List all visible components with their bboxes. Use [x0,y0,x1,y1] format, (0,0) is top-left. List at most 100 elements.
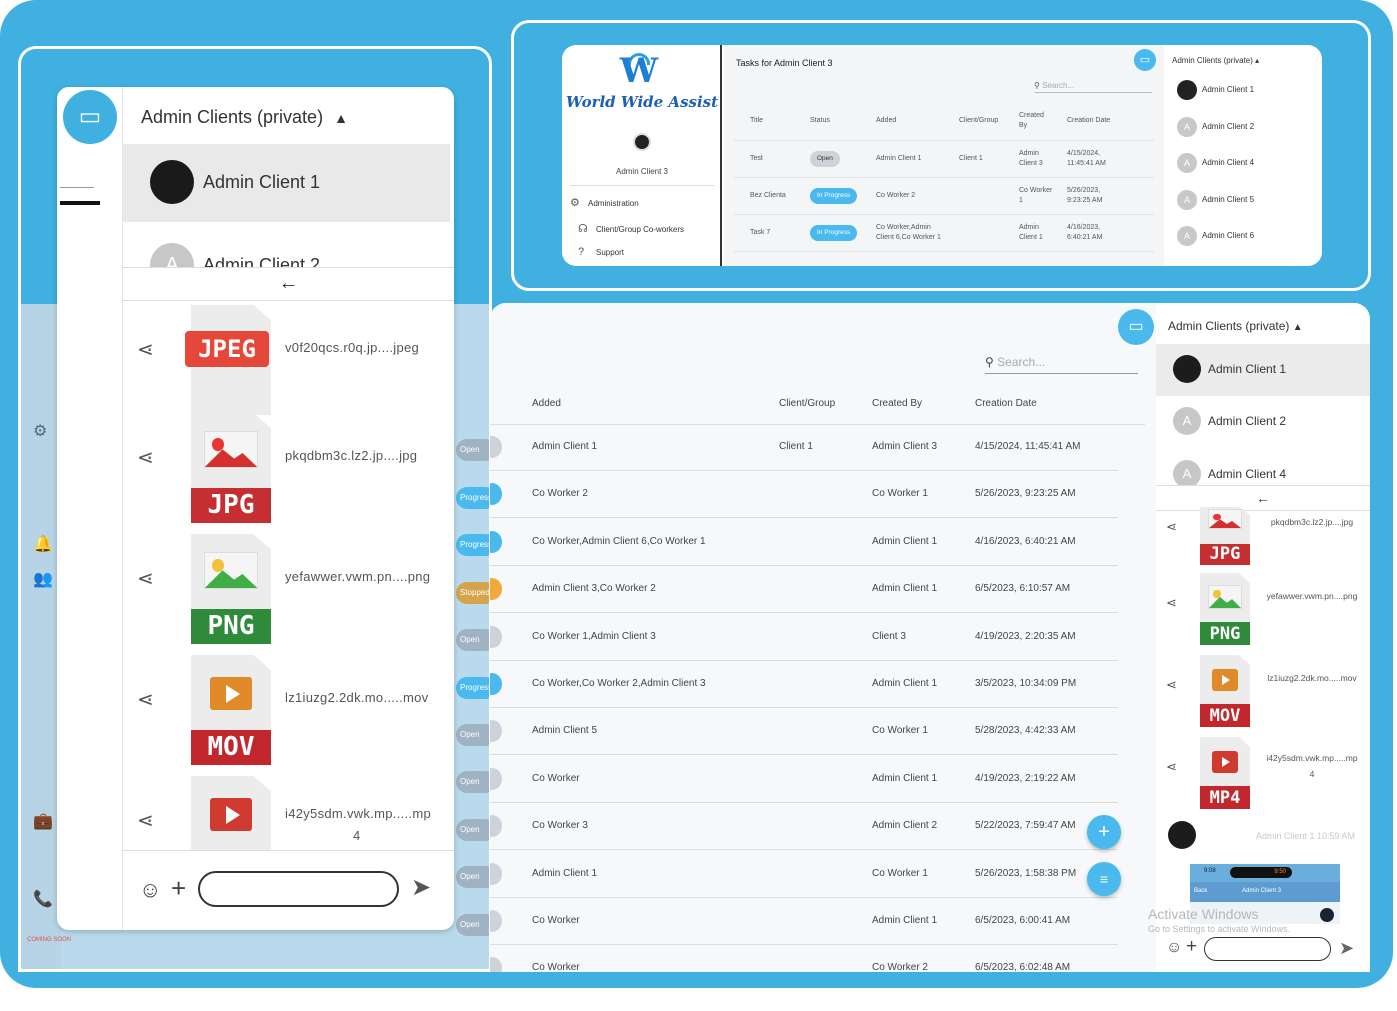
nav-item-administration[interactable]: ⚙ Administration [570,196,639,209]
table-row[interactable]: Co Worker Admin Client 1 4/19/2023, 2:19:2… [490,756,1118,803]
client-item[interactable]: Admin Client 1 [1177,80,1254,100]
message-image[interactable]: 9:08 9:50 Back Admin Client 3 [1190,864,1340,924]
emoji-icon[interactable]: ☺ [1166,939,1183,956]
column-header[interactable]: Status [810,116,830,124]
table-header: Title Status Added Client/Group Created … [734,101,1154,141]
clients-dropdown[interactable]: Admin Clients (private) ▴ [1172,56,1259,65]
message-input[interactable] [198,871,399,907]
back-button[interactable]: ← [123,267,454,301]
cell-added: Admin Client 1 [532,867,598,879]
column-header[interactable]: Created By [1019,111,1044,129]
client-item[interactable]: A Admin Client 4 [1177,153,1254,173]
cell-date: 3/5/2023, 10:34:09 PM [975,678,1077,689]
status-badge [490,862,502,885]
file-item[interactable]: ⋖ JPEG v0f20qcs.r0q.jp....jpeg [123,301,454,422]
share-icon[interactable]: ⋖ [137,568,154,590]
clients-panel: Admin Clients (private) ▲ Admin Client 1… [1148,303,1370,972]
cell-added: Co Worker [532,962,580,972]
chat-button[interactable]: ▭ [1134,49,1156,71]
emoji-icon[interactable]: ☺ [139,877,162,902]
status-badge: Open [810,151,840,167]
table-row[interactable]: Co Worker,Co Worker 2,Admin Client 3 Admi… [490,661,1118,708]
filter-button[interactable]: ≡ [1087,862,1121,896]
thumb-time: 9:08 [1204,868,1216,874]
add-task-button[interactable]: + [1087,815,1121,849]
client-item[interactable]: A Admin Client 2 [1156,396,1370,448]
cell-created-by: Admin Client 1 [872,772,938,784]
coming-soon-label: COMING SOON [27,937,72,943]
table-row[interactable]: Task 7 In Progress Co Worker,Admin Clien… [734,215,1154,252]
column-header[interactable]: Creation Date [1067,116,1111,124]
client-item[interactable]: A Admin Client 4 [1156,449,1370,485]
file-name: i42y5sdm.vwk.mp.....mp [285,806,432,821]
file-item[interactable]: ⋖ PNG yefawwer.vwm.pn....png [1156,569,1370,649]
share-icon[interactable]: ⋖ [1166,595,1177,610]
file-item[interactable]: ⋖ MOV lz1iuzg2.2dk.mo.....mov [123,651,454,772]
sidebar: W World Wide Assist Admin Client 3 ⚙ Admi… [562,45,722,266]
column-header[interactable]: Client/Group [959,116,999,124]
share-icon[interactable]: ⋖ [1166,677,1177,692]
column-header[interactable]: Title [750,116,763,124]
file-item[interactable]: ⋖ JPG pkqdbm3c.lz2.jp....jpg [1156,507,1370,567]
client-item[interactable]: A Admin Client 6 [1177,226,1254,246]
cell-added: Co Worker [532,772,580,784]
column-header[interactable]: Added [876,116,897,124]
thumb-time: 9:50 [1230,867,1292,878]
left-screenshot: ⚙ 🔔 👥 💼 📞 Open Progress Progress Stopped… [18,46,492,972]
status-badge [490,530,502,553]
status-badge: In Progress [810,225,858,241]
file-item[interactable]: ⋖ PNG yefawwer.vwm.pn....png [123,530,454,651]
client-item[interactable]: A Admin Client 2 [1177,117,1254,137]
file-item[interactable]: ⋖ MP4 i42y5sdm.vwk.mp.....mp 4 [1156,733,1370,813]
search-input[interactable]: ⚲ Search... [1034,81,1152,93]
chat-button[interactable]: ▭ [1118,309,1154,345]
share-icon[interactable]: ⋖ [137,447,154,469]
share-icon[interactable]: ⋖ [137,810,154,832]
briefcase-icon: 💼 [33,813,53,830]
clients-panel: Admin Clients (private) ▴ Admin Client 1… [1165,45,1322,266]
status-badge: Open [456,771,489,793]
column-header[interactable]: Creation Date [975,398,1037,409]
client-item[interactable]: A Admin Client 5 [1177,190,1254,210]
table-row[interactable]: Admin Client 1 Client 1 Admin Client 3 4/15… [490,424,1118,471]
table-row[interactable]: Co Worker Co Worker 2 6/5/2023, 6:02:48 AM [490,945,1118,972]
client-item[interactable]: Admin Client 1 [123,144,450,222]
file-item[interactable]: ⋖ MOV lz1iuzg2.2dk.mo.....mov [1156,651,1370,731]
search-input[interactable]: ⚲ Search... [985,355,1138,374]
attach-icon[interactable]: + [171,873,187,903]
share-icon[interactable]: ⋖ [1166,519,1177,534]
send-icon[interactable]: ➤ [411,874,432,901]
table-row[interactable]: Co Worker 1,Admin Client 3 Client 3 4/19/2… [490,614,1118,661]
share-icon[interactable]: ⋖ [1166,759,1177,774]
table-row[interactable]: Bez Clienta In Progress Co Worker 2 Co W… [734,178,1154,215]
clients-dropdown[interactable]: Admin Clients (private) ▲ [141,107,348,128]
mov-file-icon: MOV [191,655,271,765]
column-header[interactable]: Added [532,398,561,409]
nav-item-support[interactable]: ? Support [578,246,624,258]
cell-created-by: Co Worker 1 [872,867,928,879]
nav-item-coworkers[interactable]: ☊ Client/Group Co-workers [578,222,684,235]
client-item[interactable]: Admin Client 1 [1156,344,1370,396]
file-item[interactable]: ⋖ JPG pkqdbm3c.lz2.jp....jpg [123,409,454,530]
table-row[interactable]: Admin Client 5 Co Worker 1 5/28/2023, 4:42… [490,708,1118,756]
message-input[interactable] [1204,937,1331,961]
table-row[interactable]: Admin Client 3,Co Worker 2 Admin Client 1… [490,566,1118,614]
share-icon[interactable]: ⋖ [137,689,154,711]
table-row[interactable]: Admin Client 1 Co Worker 1 5/26/2023, 1:58… [490,851,1118,898]
table-row[interactable]: Co Worker 3 Admin Client 2 5/22/2023, 7:59… [490,803,1118,851]
back-button[interactable]: ← [1156,485,1370,511]
status-badge: Progress [456,677,489,699]
attach-icon[interactable]: + [1186,936,1198,957]
clients-dropdown[interactable]: Admin Clients (private) ▲ [1168,319,1303,333]
chevron-up-icon: ▲ [334,110,348,126]
send-icon[interactable]: ➤ [1339,938,1355,958]
chat-rail: ▭ [57,87,123,930]
share-icon[interactable]: ⋖ [137,339,154,361]
table-row[interactable]: Co Worker 2 Co Worker 1 5/26/2023, 9:23:25… [490,471,1118,519]
chat-toggle-button[interactable]: ▭ [63,90,117,144]
table-row[interactable]: Test Open Admin Client 1 Client 1 Admin … [734,141,1154,178]
column-header[interactable]: Created By [872,398,923,409]
table-row[interactable]: Co Worker,Admin Client 6,Co Worker 1 Admi… [490,519,1118,566]
table-row[interactable]: Co Worker Admin Client 1 6/5/2023, 6:00:41… [490,898,1118,945]
column-header[interactable]: Client/Group [779,398,836,409]
